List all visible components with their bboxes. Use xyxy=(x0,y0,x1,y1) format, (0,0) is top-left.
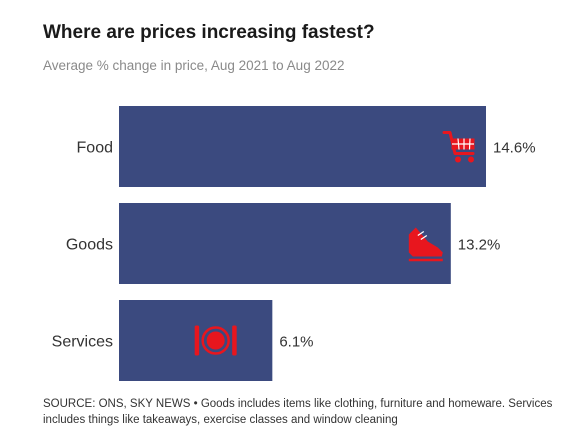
category-label-goods: Goods xyxy=(66,237,113,254)
bar-goods xyxy=(119,203,451,284)
bar-food xyxy=(119,106,486,187)
shopping-cart-icon xyxy=(442,131,475,163)
category-label-food: Food xyxy=(77,140,113,157)
value-label-services: 6.1% xyxy=(279,334,313,351)
chart-subtitle: Average % change in price, Aug 2021 to A… xyxy=(43,58,345,73)
plate-cutlery-icon xyxy=(194,325,237,356)
shoe-icon xyxy=(408,227,443,262)
chart-title: Where are prices increasing fastest? xyxy=(43,22,375,43)
source-footnote: SOURCE: ONS, SKY NEWS • Goods includes i… xyxy=(43,398,553,426)
value-label-food: 14.6% xyxy=(493,140,536,157)
value-label-goods: 13.2% xyxy=(458,237,501,254)
category-label-services: Services xyxy=(52,334,113,351)
